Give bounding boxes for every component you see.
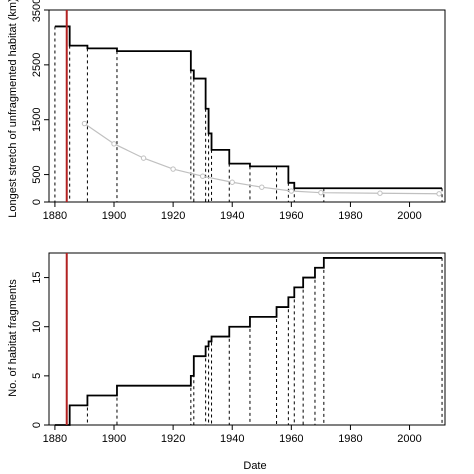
bottom-x-tick-label: 1960 bbox=[279, 433, 303, 445]
top-x-tick-label: 1900 bbox=[102, 210, 126, 222]
bottom-y-tick-label: 10 bbox=[31, 321, 43, 333]
top-x-tick-label: 1960 bbox=[279, 210, 303, 222]
top-y-tick-label: 500 bbox=[31, 165, 43, 183]
top-trend-point bbox=[259, 184, 265, 190]
top-trend-point bbox=[318, 189, 324, 196]
top-y-tick-label: 1500 bbox=[31, 107, 43, 131]
bottom-x-tick-label: 1980 bbox=[338, 433, 362, 445]
top-trend-point bbox=[377, 190, 383, 196]
top-trend-point bbox=[170, 166, 176, 172]
top-x-tick-label: 1920 bbox=[161, 210, 185, 222]
top-trend-point bbox=[111, 141, 117, 147]
top-y-tick-label: 3500 bbox=[31, 0, 43, 22]
top-x-tick-label: 1980 bbox=[338, 210, 362, 222]
top-trend-point bbox=[140, 155, 147, 161]
bottom-x-tick-label: 2000 bbox=[397, 433, 421, 445]
x-axis-title: Date bbox=[243, 460, 266, 472]
top-x-tick-label: 1880 bbox=[43, 210, 67, 222]
bottom-x-tick-label: 1900 bbox=[102, 433, 126, 445]
top-y-tick-label: 2500 bbox=[31, 53, 43, 77]
top-plot-frame bbox=[48, 9, 446, 203]
bottom-step-series bbox=[54, 257, 443, 426]
top-panel: Longest stretch of unfragmented habitat … bbox=[7, 0, 446, 222]
bottom-panel: No. of habitat fragments Date 1880 1900 19… bbox=[7, 252, 446, 472]
bottom-x-tick-label: 1880 bbox=[43, 433, 67, 445]
top-trend-point bbox=[199, 173, 206, 179]
bottom-y-axis-title: No. of habitat fragments bbox=[7, 279, 19, 397]
bottom-x-tick-label: 1940 bbox=[220, 433, 244, 445]
top-y-tick-label: 0 bbox=[31, 199, 43, 205]
bottom-y-tick-label: 5 bbox=[31, 373, 43, 379]
top-trend-point bbox=[229, 179, 235, 185]
top-x-tick-label: 1940 bbox=[220, 210, 244, 222]
top-step-series bbox=[54, 25, 443, 190]
top-trend-point bbox=[436, 191, 442, 197]
top-trend-line bbox=[84, 123, 440, 195]
bottom-y-tick-label: 0 bbox=[31, 422, 43, 428]
top-y-axis-title: Longest stretch of unfragmented habitat … bbox=[7, 0, 19, 218]
top-x-tick-label: 2000 bbox=[397, 210, 421, 222]
bottom-y-tick-label: 15 bbox=[31, 271, 43, 283]
top-trend-point bbox=[288, 188, 295, 194]
bottom-plot-frame bbox=[48, 252, 446, 426]
bottom-x-tick-label: 1920 bbox=[161, 433, 185, 445]
top-trend-point bbox=[81, 120, 88, 127]
